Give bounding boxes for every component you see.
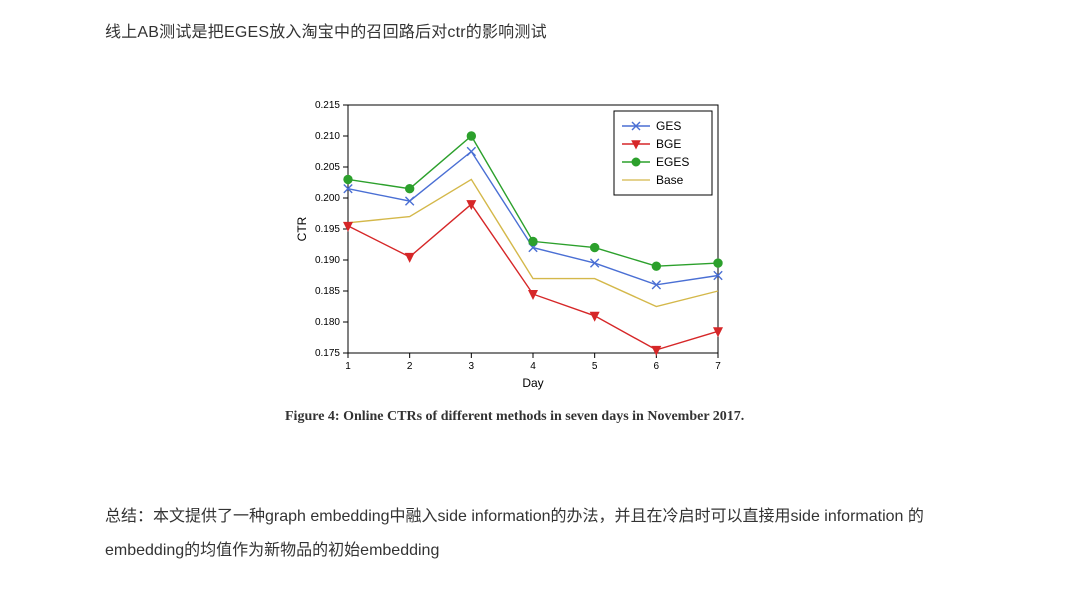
- svg-text:0.175: 0.175: [315, 348, 340, 359]
- svg-text:0.180: 0.180: [315, 317, 340, 328]
- svg-text:0.185: 0.185: [315, 286, 340, 297]
- figure-caption: Figure 4: Online CTRs of different metho…: [285, 408, 745, 427]
- svg-text:0.200: 0.200: [315, 193, 340, 204]
- ctr-chart-svg: 1 2 3 4 5 6 7 0.175 0.180 0.185 0.190 0.195 0.200 0.2…: [290, 95, 730, 395]
- svg-text:0.205: 0.205: [315, 162, 340, 173]
- svg-text:0.190: 0.190: [315, 255, 340, 266]
- svg-text:2: 2: [407, 361, 413, 372]
- svg-text:4: 4: [530, 361, 536, 372]
- intro-text: 线上AB测试是把EGES放入淘宝中的召回路后对ctr的影响测试: [105, 18, 547, 42]
- svg-text:EGES: EGES: [656, 155, 689, 169]
- svg-text:0.195: 0.195: [315, 224, 340, 235]
- svg-text:Day: Day: [522, 376, 543, 390]
- svg-text:1: 1: [345, 361, 351, 372]
- svg-text:7: 7: [715, 361, 721, 372]
- legend: GES BGE EGES Base: [614, 111, 712, 195]
- svg-text:5: 5: [592, 361, 598, 372]
- page-root: 线上AB测试是把EGES放入淘宝中的召回路后对ctr的影响测试 1 2 3 4 5 6 7 0…: [0, 0, 1080, 608]
- svg-text:3: 3: [469, 361, 475, 372]
- summary-text: 总结：本文提供了一种graph embedding中融入side informa…: [105, 500, 980, 567]
- svg-text:BGE: BGE: [656, 137, 681, 151]
- ctr-chart: 1 2 3 4 5 6 7 0.175 0.180 0.185 0.190 0.195 0.200 0.2…: [290, 95, 730, 395]
- svg-text:CTR: CTR: [295, 216, 309, 241]
- svg-text:0.210: 0.210: [315, 131, 340, 142]
- svg-text:Base: Base: [656, 173, 684, 187]
- svg-text:0.215: 0.215: [315, 100, 340, 111]
- svg-text:6: 6: [654, 361, 660, 372]
- svg-text:GES: GES: [656, 119, 681, 133]
